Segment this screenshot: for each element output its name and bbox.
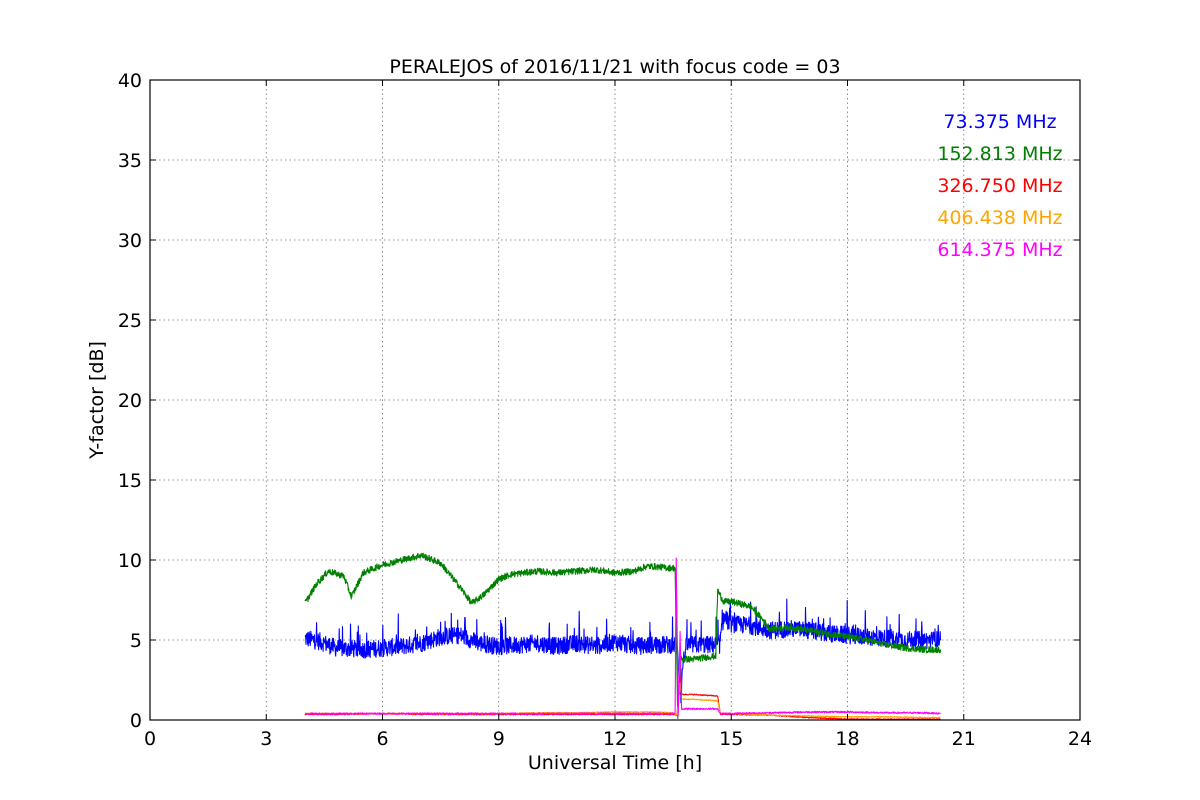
legend-entry: 152.813 MHz [937, 143, 1062, 165]
y-tick-label: 10 [118, 550, 142, 572]
x-tick-label: 15 [719, 728, 743, 750]
x-tick-label: 3 [260, 728, 272, 750]
x-axis-label: Universal Time [h] [528, 752, 702, 774]
y-tick-label: 30 [118, 230, 142, 252]
series-lines [304, 552, 942, 721]
legend-entry: 406.438 MHz [937, 207, 1062, 229]
legend-entry: 73.375 MHz [943, 111, 1056, 133]
y-tick-label: 0 [130, 710, 142, 732]
y-tick-label: 15 [118, 470, 142, 492]
y-tick-labels: 0 5 10 15 20 25 30 35 40 [118, 70, 142, 732]
series-line [304, 598, 942, 704]
x-tick-label: 6 [376, 728, 388, 750]
y-tick-label: 35 [118, 150, 142, 172]
legend-entry: 614.375 MHz [937, 239, 1062, 261]
x-tick-label: 9 [493, 728, 505, 750]
grid-lines [150, 80, 1080, 720]
legend-entry: 326.750 MHz [937, 175, 1062, 197]
y-tick-label: 20 [118, 390, 142, 412]
y-tick-label: 40 [118, 70, 142, 92]
x-tick-label: 12 [603, 728, 627, 750]
y-axis-label: Y-factor [dB] [86, 341, 108, 460]
legend: 73.375 MHz 152.813 MHz 326.750 MHz 406.4… [937, 111, 1062, 261]
x-tick-label: 18 [835, 728, 859, 750]
series-line [304, 552, 942, 719]
y-tick-label: 5 [130, 630, 142, 652]
axis-ticks [149, 79, 1081, 721]
series-line [304, 557, 941, 717]
x-tick-labels: 0 3 6 9 12 15 18 21 24 [144, 728, 1092, 750]
x-tick-label: 0 [144, 728, 156, 750]
x-tick-label: 21 [952, 728, 976, 750]
y-tick-label: 25 [118, 310, 142, 332]
chart-title: PERALEJOS of 2016/11/21 with focus code … [389, 56, 840, 78]
x-tick-label: 24 [1068, 728, 1092, 750]
